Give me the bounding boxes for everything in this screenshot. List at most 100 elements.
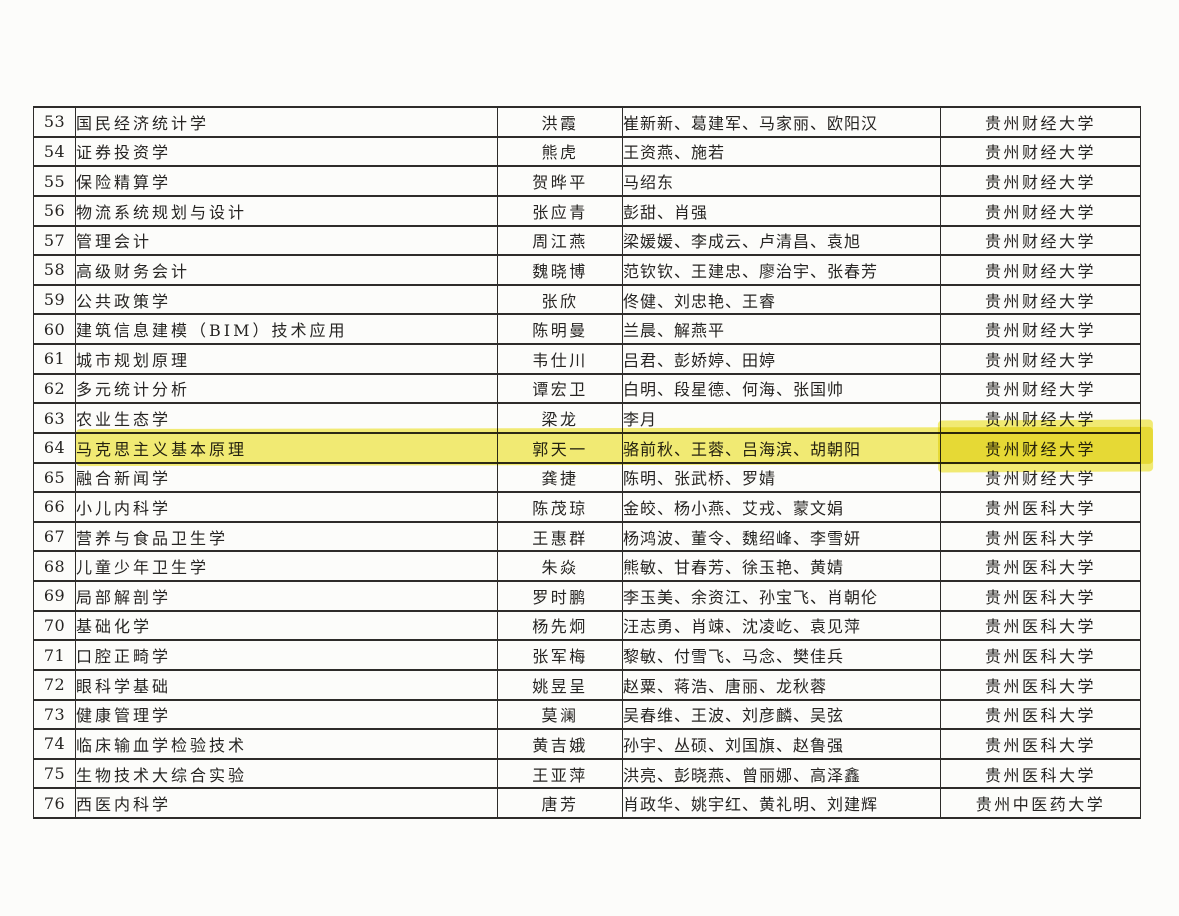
leader-name-cell: 罗时鹏 [497,580,623,612]
row-number-cell: 65 [33,461,76,494]
team-members-cell: 崔新新、葛建军、马家丽、欧阳汉 [622,106,941,138]
university-cell: 贵州医科大学 [940,668,1141,701]
leader-name-cell: 张军梅 [497,639,623,671]
course-name-cell: 农业生态学 [75,402,498,434]
team-members-cell: 金皎、杨小燕、艾戎、蒙文娟 [622,491,941,523]
row-number-cell: 68 [33,550,76,582]
team-members-cell: 孙宇、丛硕、刘国旗、赵鲁强 [622,728,941,760]
table-row: 69 局部解剖学 罗时鹏 李玉美、余资江、孙宝飞、肖朝伦 贵州医科大学 [33,580,1141,612]
row-number-cell: 76 [33,787,76,819]
table-row: 66 小儿内科学 陈茂琼 金皎、杨小燕、艾戎、蒙文娟 贵州医科大学 [33,491,1141,523]
university-cell: 贵州医科大学 [940,550,1141,582]
course-name-cell: 国民经济统计学 [75,106,498,138]
row-number-cell: 61 [33,343,76,375]
leader-name-cell: 莫澜 [497,698,623,731]
row-number-cell: 71 [33,639,76,671]
table-row: 63 农业生态学 梁龙 李月 贵州财经大学 [33,402,1141,434]
leader-name-cell: 韦仕川 [497,343,623,375]
course-name-cell: 口腔正畸学 [75,639,498,671]
course-name-cell: 小儿内科学 [75,491,498,523]
university-cell: 贵州财经大学 [940,194,1141,227]
university-cell: 贵州医科大学 [940,698,1141,731]
leader-name-cell: 黄吉娥 [497,728,623,760]
course-name-cell: 城市规划原理 [75,343,498,375]
table-row: 76 西医内科学 唐芳 肖政华、姚宇红、黄礼明、刘建辉 贵州中医药大学 [33,787,1141,819]
course-name-cell: 物流系统规划与设计 [75,194,498,227]
university-cell: 贵州财经大学 [940,283,1141,316]
leader-name-cell: 周江燕 [497,224,623,257]
university-cell: 贵州医科大学 [940,728,1141,760]
course-name-cell: 管理会计 [75,224,498,257]
university-cell: 贵州财经大学 [940,313,1141,345]
course-name-cell: 证券投资学 [75,135,498,168]
leader-name-cell: 谭宏卫 [497,372,623,405]
leader-name-cell: 洪霞 [497,106,623,138]
table-row: 70 基础化学 杨先炯 汪志勇、肖竦、沈凌屹、袁见萍 贵州医科大学 [33,609,1141,642]
table-row: 74 临床输血学检验技术 黄吉娥 孙宇、丛硕、刘国旗、赵鲁强 贵州医科大学 [33,728,1141,760]
course-name-cell: 公共政策学 [75,283,498,316]
university-cell: 贵州医科大学 [940,609,1141,642]
course-name-cell: 建筑信息建模（BIM）技术应用 [75,313,498,345]
course-name-cell: 营养与食品卫生学 [75,520,498,553]
team-members-cell: 兰晨、解燕平 [622,313,941,345]
course-name-cell: 眼科学基础 [75,668,498,701]
leader-name-cell: 张欣 [497,283,623,316]
leader-name-cell: 贺晔平 [497,165,623,197]
course-name-cell: 基础化学 [75,609,498,642]
team-members-cell: 洪亮、彭晓燕、曾丽娜、高泽鑫 [622,757,941,790]
leader-name-cell: 龚捷 [497,461,623,494]
team-members-cell: 彭甜、肖强 [622,194,941,227]
course-name-cell: 马克思主义基本原理 [75,431,498,464]
table-row: 53 国民经济统计学 洪霞 崔新新、葛建军、马家丽、欧阳汉 贵州财经大学 [33,106,1141,138]
course-name-cell: 生物技术大综合实验 [75,757,498,790]
row-number-cell: 58 [33,254,76,286]
course-name-cell: 保险精算学 [75,165,498,197]
university-cell: 贵州财经大学 [940,461,1141,494]
table-row: 65 融合新闻学 龚捷 陈明、张武桥、罗婧 贵州财经大学 [33,461,1141,494]
leader-name-cell: 杨先炯 [497,609,623,642]
university-cell: 贵州财经大学 [940,106,1141,138]
university-cell: 贵州财经大学 [940,254,1141,286]
team-members-cell: 熊敏、甘春芳、徐玉艳、黄婧 [622,550,941,582]
leader-name-cell: 王惠群 [497,520,623,553]
row-number-cell: 57 [33,224,76,257]
table-row: 73 健康管理学 莫澜 吴春维、王波、刘彦麟、吴弦 贵州医科大学 [33,698,1141,731]
team-members-cell: 骆前秋、王蓉、吕海滨、胡朝阳 [622,431,941,464]
university-cell: 贵州医科大学 [940,520,1141,553]
row-number-cell: 59 [33,283,76,316]
table-row: 58 高级财务会计 魏晓博 范钦钦、王建忠、廖治宇、张春芳 贵州财经大学 [33,254,1141,286]
team-members-cell: 杨鸿波、董令、魏绍峰、李雪妍 [622,520,941,553]
team-members-cell: 佟健、刘忠艳、王睿 [622,283,941,316]
row-number-cell: 74 [33,728,76,760]
table-row: 61 城市规划原理 韦仕川 吕君、彭娇婷、田婷 贵州财经大学 [33,343,1141,375]
row-number-cell: 63 [33,402,76,434]
course-approval-table: 53 国民经济统计学 洪霞 崔新新、葛建军、马家丽、欧阳汉 贵州财经大学 54 … [33,106,1141,819]
table-row: 54 证券投资学 熊虎 王资燕、施若 贵州财经大学 [33,135,1141,168]
row-number-cell: 64 [33,431,76,464]
row-number-cell: 62 [33,372,76,405]
row-number-cell: 66 [33,491,76,523]
leader-name-cell: 王亚萍 [497,757,623,790]
university-cell: 贵州财经大学 [940,372,1141,405]
table-row: 57 管理会计 周江燕 梁媛媛、李成云、卢清昌、袁旭 贵州财经大学 [33,224,1141,257]
row-number-cell: 69 [33,580,76,612]
table-row: 55 保险精算学 贺晔平 马绍东 贵州财经大学 [33,165,1141,197]
course-name-cell: 融合新闻学 [75,461,498,494]
course-name-cell: 临床输血学检验技术 [75,728,498,760]
team-members-cell: 李月 [622,402,941,434]
row-number-cell: 54 [33,135,76,168]
course-name-cell: 健康管理学 [75,698,498,731]
course-name-cell: 高级财务会计 [75,254,498,286]
leader-name-cell: 唐芳 [497,787,623,819]
table-row: 64 马克思主义基本原理 郭天一 骆前秋、王蓉、吕海滨、胡朝阳 贵州财经大学 [33,431,1141,464]
row-number-cell: 73 [33,698,76,731]
course-name-cell: 儿童少年卫生学 [75,550,498,582]
university-cell: 贵州财经大学 [940,402,1141,434]
course-name-cell: 西医内科学 [75,787,498,819]
leader-name-cell: 姚昱呈 [497,668,623,701]
leader-name-cell: 梁龙 [497,402,623,434]
team-members-cell: 马绍东 [622,165,941,197]
row-number-cell: 55 [33,165,76,197]
leader-name-cell: 朱焱 [497,550,623,582]
table-row: 67 营养与食品卫生学 王惠群 杨鸿波、董令、魏绍峰、李雪妍 贵州医科大学 [33,520,1141,553]
